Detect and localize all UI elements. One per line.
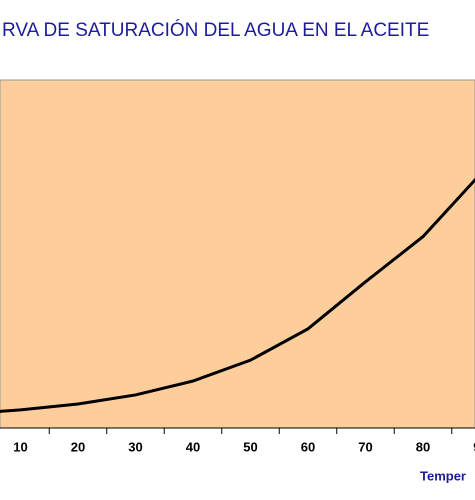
x-axis-label: Temper [420, 468, 466, 483]
x-tick-label: 10 [13, 439, 27, 454]
x-tick-label: 20 [71, 439, 85, 454]
curve [0, 177, 475, 413]
x-tick-label: 40 [186, 439, 200, 454]
x-tick-label: 80 [416, 439, 430, 454]
x-tick-label: 50 [243, 439, 257, 454]
x-tick-label: 30 [128, 439, 142, 454]
plot-area [0, 79, 475, 429]
x-tick-label: 70 [358, 439, 372, 454]
x-tick-label: 90 [473, 439, 475, 454]
x-tick-label: 60 [301, 439, 315, 454]
chart-title: RVA DE SATURACIÓN DEL AGUA EN EL ACEITE [2, 19, 429, 41]
